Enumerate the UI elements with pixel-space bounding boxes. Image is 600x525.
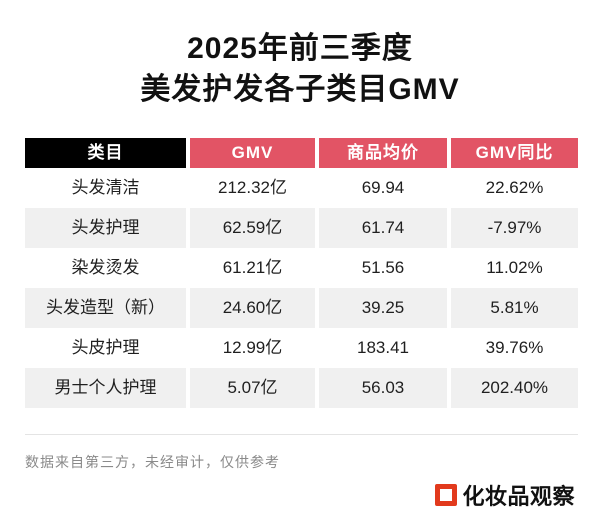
cell-gmv: 212.32亿 <box>190 168 315 208</box>
cell-avg-price: 39.25 <box>319 288 447 328</box>
cell-category: 头发护理 <box>25 208 186 248</box>
cell-category: 头发清洁 <box>25 168 186 208</box>
cell-gmv-yoy: 5.81% <box>451 288 578 328</box>
cell-avg-price: 56.03 <box>319 368 447 408</box>
page-title-line2: 美发护发各子类目GMV <box>140 73 460 106</box>
brand-name: 化妆品观察 <box>462 484 575 509</box>
cell-avg-price: 61.74 <box>319 208 447 248</box>
cell-gmv-yoy: -7.97% <box>451 208 578 248</box>
disclaimer-text: 数据来自第三方，未经审计，仅供参考 <box>25 454 280 470</box>
column-header-category: 类目 <box>25 138 186 168</box>
cell-category: 头皮护理 <box>25 328 186 368</box>
cell-gmv: 12.99亿 <box>190 328 315 368</box>
brand-square-icon <box>435 484 458 506</box>
cell-gmv: 62.59亿 <box>190 208 315 248</box>
cell-gmv: 24.60亿 <box>190 288 315 328</box>
gmv-table: 类目 GMV 商品均价 GMV同比 头发清洁 212.32亿 69.94 22.… <box>25 138 578 408</box>
brand-logo: 化妆品观察 <box>435 479 575 511</box>
cell-gmv-yoy: 39.76% <box>451 328 578 368</box>
cell-gmv-yoy: 11.02% <box>451 248 578 288</box>
column-header-gmv: GMV <box>190 138 315 168</box>
page-title: 2025年前三季度 美发护发各子类目GMV <box>0 28 600 110</box>
page-title-line1: 2025年前三季度 <box>187 32 413 65</box>
cell-gmv-yoy: 22.62% <box>451 168 578 208</box>
cell-avg-price: 183.41 <box>319 328 447 368</box>
cell-gmv: 61.21亿 <box>190 248 315 288</box>
footer-divider <box>25 434 578 435</box>
cell-gmv-yoy: 202.40% <box>451 368 578 408</box>
cell-category: 男士个人护理 <box>25 368 186 408</box>
cell-avg-price: 51.56 <box>319 248 447 288</box>
cell-category: 头发造型（新） <box>25 288 186 328</box>
cell-category: 染发烫发 <box>25 248 186 288</box>
cell-avg-price: 69.94 <box>319 168 447 208</box>
column-header-avg-price: 商品均价 <box>319 138 447 168</box>
column-header-gmv-yoy: GMV同比 <box>451 138 578 168</box>
cell-gmv: 5.07亿 <box>190 368 315 408</box>
